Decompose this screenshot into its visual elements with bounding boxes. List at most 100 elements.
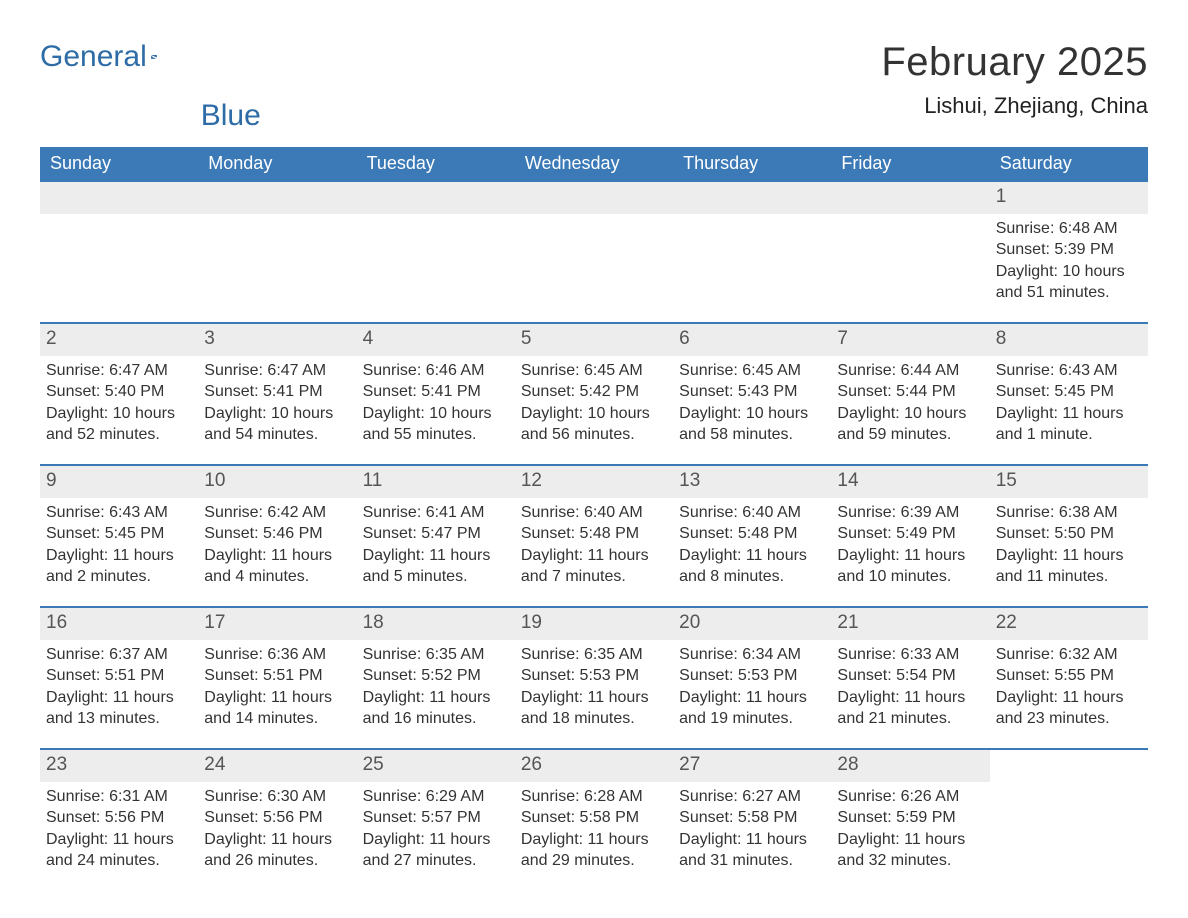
day-number: 23 [40, 750, 198, 782]
calendar-day-15: 15 Sunrise: 6:38 AMSunset: 5:50 PMDayligh… [990, 466, 1148, 606]
logo-flag-icon [151, 46, 157, 68]
day-number: 26 [515, 750, 673, 782]
day-details: Sunrise: 6:44 AMSunset: 5:44 PMDaylight:… [837, 360, 983, 446]
calendar-empty-cell [357, 182, 515, 322]
calendar-header-wednesday: Wednesday [515, 147, 673, 182]
day-number-empty [515, 182, 673, 214]
day-details: Sunrise: 6:39 AMSunset: 5:49 PMDaylight:… [837, 502, 983, 588]
day-number: 27 [673, 750, 831, 782]
calendar-header-sunday: Sunday [40, 147, 198, 182]
day-number: 14 [831, 466, 989, 498]
day-details: Sunrise: 6:30 AMSunset: 5:56 PMDaylight:… [204, 786, 350, 872]
day-details: Sunrise: 6:38 AMSunset: 5:50 PMDaylight:… [996, 502, 1142, 588]
month-title: February 2025 [881, 40, 1148, 85]
calendar-day-12: 12Sunrise: 6:40 AMSunset: 5:48 PMDayligh… [515, 466, 673, 606]
calendar-day-8: 8Sunrise: 6:43 AMSunset: 5:45 PMDaylight… [990, 324, 1148, 464]
calendar-day-28: 28Sunrise: 6:26 AMSunset: 5:59 PMDayligh… [831, 750, 989, 890]
calendar-day-26: 26 Sunrise: 6:28 AMSunset: 5:58 PMDayligh… [515, 750, 673, 890]
day-details: Sunrise: 6:27 AMSunset: 5:58 PMDaylight:… [679, 786, 825, 872]
calendar-day-11: 11 Sunrise: 6:41 AMSunset: 5:47 PMDayligh… [357, 466, 515, 606]
calendar-day-24: 24 Sunrise: 6:30 AMSunset: 5:56 PMDayligh… [198, 750, 356, 890]
calendar-day-20: 20 Sunrise: 6:34 AMSunset: 5:53 PMDayligh… [673, 608, 831, 748]
day-number: 15 [990, 466, 1148, 498]
logo-text-blue: Blue [201, 99, 261, 133]
calendar-body: 1 Sunrise: 6:48 AMSunset: 5:39 PMDaylight… [40, 182, 1148, 890]
day-details: Sunrise: 6:45 AMSunset: 5:42 PMDaylight:… [521, 360, 667, 446]
day-number: 28 [831, 750, 989, 782]
calendar-day-3: 3Sunrise: 6:47 AMSunset: 5:41 PMDaylight… [198, 324, 356, 464]
day-number-empty [357, 182, 515, 214]
calendar-day-21: 21 Sunrise: 6:33 AMSunset: 5:54 PMDayligh… [831, 608, 989, 748]
calendar-day-10: 10 Sunrise: 6:42 AMSunset: 5:46 PMDayligh… [198, 466, 356, 606]
day-details: Sunrise: 6:35 AMSunset: 5:53 PMDaylight:… [521, 644, 667, 730]
calendar-header-thursday: Thursday [673, 147, 831, 182]
day-number-empty [198, 182, 356, 214]
day-number: 13 [673, 466, 831, 498]
day-number: 9 [40, 466, 198, 498]
day-details: Sunrise: 6:37 AMSunset: 5:51 PMDaylight:… [46, 644, 192, 730]
day-number: 4 [357, 324, 515, 356]
calendar-day-18: 18 Sunrise: 6:35 AMSunset: 5:52 PMDayligh… [357, 608, 515, 748]
calendar-empty-cell [40, 182, 198, 322]
day-details: Sunrise: 6:31 AMSunset: 5:56 PMDaylight:… [46, 786, 192, 872]
day-details: Sunrise: 6:29 AMSunset: 5:57 PMDaylight:… [363, 786, 509, 872]
day-details: Sunrise: 6:41 AMSunset: 5:47 PMDaylight:… [363, 502, 509, 588]
day-number: 8 [990, 324, 1148, 356]
location-label: Lishui, Zhejiang, China [881, 93, 1148, 119]
day-details: Sunrise: 6:47 AMSunset: 5:40 PMDaylight:… [46, 360, 192, 446]
day-details: Sunrise: 6:32 AMSunset: 5:55 PMDaylight:… [996, 644, 1142, 730]
day-number-empty [40, 182, 198, 214]
day-number-empty [673, 182, 831, 214]
calendar-header-monday: Monday [198, 147, 356, 182]
calendar-empty-cell [673, 182, 831, 322]
calendar-day-27: 27 Sunrise: 6:27 AMSunset: 5:58 PMDayligh… [673, 750, 831, 890]
calendar-empty-cell [198, 182, 356, 322]
day-number: 24 [198, 750, 356, 782]
calendar-day-19: 19 Sunrise: 6:35 AMSunset: 5:53 PMDayligh… [515, 608, 673, 748]
day-number: 21 [831, 608, 989, 640]
calendar-day-2: 2Sunrise: 6:47 AMSunset: 5:40 PMDaylight… [40, 324, 198, 464]
calendar-empty-cell [515, 182, 673, 322]
day-details: Sunrise: 6:42 AMSunset: 5:46 PMDaylight:… [204, 502, 350, 588]
day-number-empty [831, 182, 989, 214]
calendar-day-25: 25Sunrise: 6:29 AMSunset: 5:57 PMDayligh… [357, 750, 515, 890]
calendar-day-4: 4 Sunrise: 6:46 AMSunset: 5:41 PMDaylight… [357, 324, 515, 464]
day-number: 22 [990, 608, 1148, 640]
day-details: Sunrise: 6:45 AMSunset: 5:43 PMDaylight:… [679, 360, 825, 446]
logo-text-general: General [40, 40, 147, 74]
day-number: 3 [198, 324, 356, 356]
day-details: Sunrise: 6:40 AMSunset: 5:48 PMDaylight:… [679, 502, 825, 588]
calendar-header-saturday: Saturday [990, 147, 1148, 182]
day-details: Sunrise: 6:34 AMSunset: 5:53 PMDaylight:… [679, 644, 825, 730]
calendar-day-23: 23 Sunrise: 6:31 AMSunset: 5:56 PMDayligh… [40, 750, 198, 890]
day-number: 10 [198, 466, 356, 498]
day-number: 19 [515, 608, 673, 640]
calendar-day-9: 9 Sunrise: 6:43 AMSunset: 5:45 PMDaylight… [40, 466, 198, 606]
day-number: 20 [673, 608, 831, 640]
calendar-empty-cell [990, 750, 1148, 890]
day-details: Sunrise: 6:28 AMSunset: 5:58 PMDaylight:… [521, 786, 667, 872]
day-details: Sunrise: 6:35 AMSunset: 5:52 PMDaylight:… [363, 644, 509, 730]
day-number: 5 [515, 324, 673, 356]
calendar-header-row: SundayMondayTuesdayWednesdayThursdayFrid… [40, 147, 1148, 182]
day-details: Sunrise: 6:36 AMSunset: 5:51 PMDaylight:… [204, 644, 350, 730]
day-number: 12 [515, 466, 673, 498]
calendar-day-17: 17 Sunrise: 6:36 AMSunset: 5:51 PMDayligh… [198, 608, 356, 748]
day-details: Sunrise: 6:43 AMSunset: 5:45 PMDaylight:… [46, 502, 192, 588]
day-number: 18 [357, 608, 515, 640]
title-block: February 2025 Lishui, Zhejiang, China [881, 40, 1148, 119]
calendar-header-tuesday: Tuesday [357, 147, 515, 182]
day-number: 7 [831, 324, 989, 356]
calendar-day-7: 7 Sunrise: 6:44 AMSunset: 5:44 PMDaylight… [831, 324, 989, 464]
day-number: 16 [40, 608, 198, 640]
day-number: 1 [990, 182, 1148, 214]
day-details: Sunrise: 6:46 AMSunset: 5:41 PMDaylight:… [363, 360, 509, 446]
calendar-day-1: 1 Sunrise: 6:48 AMSunset: 5:39 PMDaylight… [990, 182, 1148, 322]
calendar-day-22: 22 Sunrise: 6:32 AMSunset: 5:55 PMDayligh… [990, 608, 1148, 748]
logo: General [40, 40, 183, 74]
calendar-day-6: 6Sunrise: 6:45 AMSunset: 5:43 PMDaylight… [673, 324, 831, 464]
day-number: 17 [198, 608, 356, 640]
day-number: 11 [357, 466, 515, 498]
day-details: Sunrise: 6:33 AMSunset: 5:54 PMDaylight:… [837, 644, 983, 730]
day-details: Sunrise: 6:48 AMSunset: 5:39 PMDaylight:… [996, 218, 1142, 304]
